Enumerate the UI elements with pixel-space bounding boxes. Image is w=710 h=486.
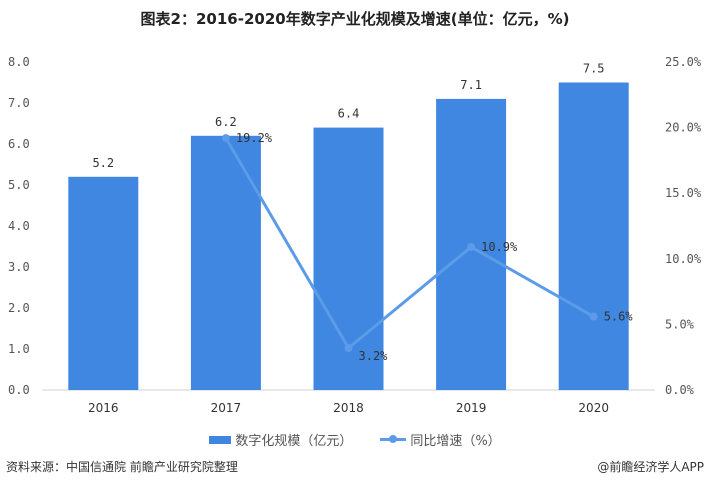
growth-value-label: 5.6% — [604, 310, 634, 324]
brand-credit: @前瞻经济学人APP — [597, 460, 704, 474]
right-tick-label: 15.0% — [665, 186, 702, 200]
bar-swatch — [209, 435, 232, 444]
growth-value-label: 10.9% — [481, 240, 518, 254]
right-tick-label: 10.0% — [665, 252, 702, 266]
chart: 0.0 1.0 2.0 3.0 4.0 5.0 6.0 7.0 8.0 0.0% 5.0% 10.0%… — [8, 55, 702, 415]
right-tick-label: 25.0% — [665, 55, 702, 69]
x-tick-label: 2020 — [578, 401, 609, 415]
x-tick-label: 2019 — [456, 401, 487, 415]
bar-value-label: 7.1 — [460, 78, 482, 92]
left-tick-label: 2.0 — [8, 301, 30, 315]
bar-value-label: 5.2 — [92, 156, 114, 170]
left-tick-label: 0.0 — [8, 383, 30, 397]
right-tick-label: 5.0% — [665, 317, 695, 331]
growth-value-label: 3.2% — [359, 349, 389, 363]
bar — [68, 176, 139, 390]
legend-item-bar[interactable]: 数字化规模（亿元） — [209, 430, 352, 449]
bar-value-label: 6.2 — [215, 115, 237, 129]
x-tick-label: 2017 — [211, 401, 242, 415]
line-swatch — [380, 435, 407, 443]
left-tick-label: 1.0 — [8, 342, 30, 356]
x-tick-label: 2018 — [333, 401, 364, 415]
left-tick-label: 4.0 — [8, 219, 30, 233]
source-note: 资料来源：中国信通院 前瞻产业研究院整理 — [6, 460, 238, 474]
left-tick-label: 6.0 — [8, 137, 30, 151]
growth-point — [344, 344, 353, 353]
bar-value-label: 6.4 — [338, 107, 360, 121]
legend-label: 同比增速（%） — [410, 434, 501, 449]
legend-label: 数字化规模（亿元） — [235, 434, 353, 449]
growth-point — [589, 312, 598, 321]
bar — [558, 82, 629, 390]
bar — [190, 135, 261, 390]
x-tick-label: 2016 — [88, 401, 119, 415]
legend: 数字化规模（亿元） 同比增速（%） — [0, 430, 710, 449]
left-tick-label: 7.0 — [8, 96, 30, 110]
left-tick-label: 8.0 — [8, 55, 30, 69]
bar-value-label: 7.5 — [583, 62, 605, 76]
chart-title: 图表2：2016-2020年数字产业化规模及增速(单位：亿元，%) — [140, 10, 570, 28]
left-tick-label: 3.0 — [8, 260, 30, 274]
growth-line — [224, 137, 595, 351]
left-tick-label: 5.0 — [8, 178, 30, 192]
growth-point — [467, 242, 476, 251]
growth-value-label: 19.2% — [236, 131, 273, 145]
right-tick-label: 20.0% — [665, 121, 702, 135]
growth-point — [221, 134, 230, 143]
legend-item-line[interactable]: 同比增速（%） — [380, 430, 501, 449]
right-tick-label: 0.0% — [665, 383, 695, 397]
